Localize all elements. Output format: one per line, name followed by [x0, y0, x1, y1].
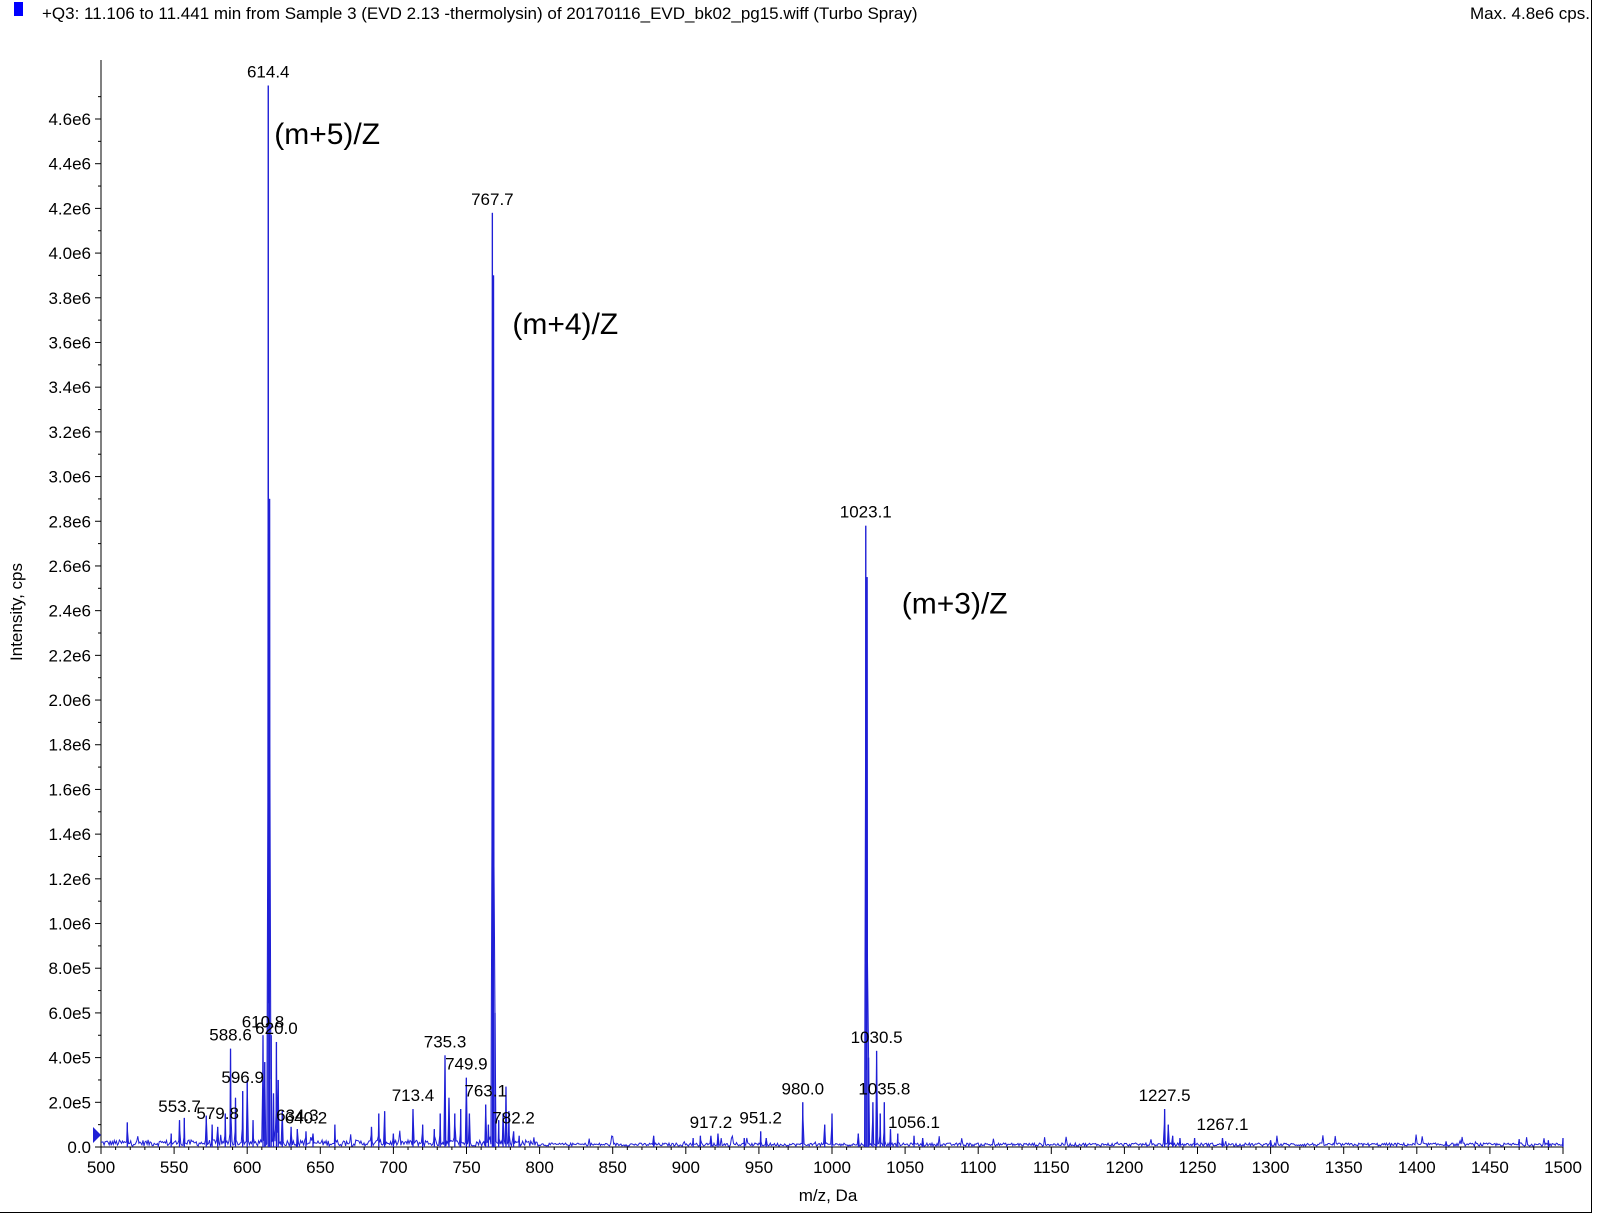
peak-label: 1035.8	[858, 1079, 910, 1098]
x-tick-label: 900	[672, 1158, 700, 1177]
x-tick-label: 550	[160, 1158, 188, 1177]
peak-label: 917.2	[690, 1113, 733, 1132]
peak-label: 620.0	[255, 1019, 298, 1038]
y-tick-label: 1.6e6	[48, 780, 91, 799]
x-tick-label: 1000	[813, 1158, 851, 1177]
peak-label: 1023.1	[840, 503, 892, 522]
y-tick-label: 4.0e6	[48, 244, 91, 263]
y-tick-label: 0.0	[67, 1138, 91, 1157]
origin-marker	[93, 1127, 101, 1143]
x-tick-label: 1150	[1033, 1158, 1070, 1177]
y-tick-label: 4.4e6	[48, 155, 91, 174]
x-tick-label: 800	[525, 1158, 553, 1177]
max-intensity-label: Max. 4.8e6 cps.	[1469, 4, 1590, 23]
spectrum-trace-layer	[100, 85, 1564, 1148]
x-tick-label: 1050	[886, 1158, 924, 1177]
axes-layer: 500 550 600 650 700 750 800 850 900 950 1000 1050 11…	[48, 60, 1582, 1177]
y-tick-label: 3.4e6	[48, 378, 91, 397]
y-tick-label: 2.2e6	[48, 646, 91, 665]
x-tick-label: 1500	[1544, 1158, 1582, 1177]
peak-label: 610.8	[242, 1012, 285, 1031]
y-tick-label: 2.0e5	[48, 1093, 91, 1112]
spectrum-trace	[100, 85, 1564, 1148]
y-tick-label: 4.2e6	[48, 199, 91, 218]
peak-label: 1227.5	[1139, 1086, 1191, 1105]
x-tick-label: 600	[233, 1158, 261, 1177]
x-tick-label: 1250	[1179, 1158, 1217, 1177]
peak-label: 763.1	[464, 1082, 507, 1101]
y-tick-label: 2.0e6	[48, 691, 91, 710]
peak-label: 553.7	[158, 1097, 201, 1116]
y-tick-label: 4.0e5	[48, 1049, 91, 1068]
y-tick-label: 3.2e6	[48, 423, 91, 442]
peak-label: 735.3	[424, 1032, 467, 1051]
y-tick-label: 1.2e6	[48, 870, 91, 889]
x-tick-label: 1350	[1325, 1158, 1363, 1177]
x-tick-label: 1300	[1252, 1158, 1290, 1177]
y-tick-label: 3.8e6	[48, 289, 91, 308]
x-tick-label: 1400	[1398, 1158, 1436, 1177]
peak-label: 1030.5	[851, 1028, 903, 1047]
y-tick-label: 3.6e6	[48, 333, 91, 352]
peak-label: 579.8	[196, 1104, 239, 1123]
x-tick-label: 500	[87, 1158, 115, 1177]
charge-state-annotation: (m+3)/Z	[902, 587, 1008, 620]
x-axis-label: m/z, Da	[799, 1186, 858, 1205]
y-tick-label: 2.4e6	[48, 602, 91, 621]
peak-label: 713.4	[392, 1086, 435, 1105]
y-tick-label: 6.0e5	[48, 1004, 91, 1023]
x-tick-label: 850	[599, 1158, 627, 1177]
x-tick-label: 1450	[1471, 1158, 1509, 1177]
peak-label: 596.9	[221, 1068, 264, 1087]
x-tick-label: 700	[379, 1158, 407, 1177]
x-tick-label: 1200	[1105, 1158, 1143, 1177]
charge-state-annotation: (m+4)/Z	[512, 308, 618, 341]
y-tick-label: 2.8e6	[48, 512, 91, 531]
y-tick-label: 1.0e6	[48, 915, 91, 934]
charge-state-annotation: (m+5)/Z	[274, 118, 380, 151]
x-tick-label: 950	[745, 1158, 773, 1177]
peak-label: 640.2	[285, 1108, 328, 1127]
y-tick-label: 4.6e6	[48, 110, 91, 129]
y-tick-label: 8.0e5	[48, 959, 91, 978]
spectrum-title: +Q3: 11.106 to 11.441 min from Sample 3 …	[42, 4, 918, 23]
peak-label: 634.3	[276, 1106, 319, 1125]
peak-label: 951.2	[739, 1108, 782, 1127]
x-tick-label: 1100	[960, 1158, 997, 1177]
x-tick-label: 650	[306, 1158, 334, 1177]
peak-label: 1267.1	[1197, 1115, 1249, 1134]
y-axis-label: Intensity, cps	[7, 563, 26, 661]
peak-label: 749.9	[445, 1055, 488, 1074]
peak-label: 588.6	[209, 1026, 252, 1045]
peak-label: 980.0	[781, 1079, 824, 1098]
peak-label: 782.2	[492, 1108, 535, 1127]
y-tick-label: 1.4e6	[48, 825, 91, 844]
y-tick-label: 2.6e6	[48, 557, 91, 576]
peak-label: 1056.1	[888, 1113, 940, 1132]
trace-color-swatch	[14, 2, 23, 16]
peak-label: 614.4	[247, 62, 290, 81]
y-tick-label: 3.0e6	[48, 468, 91, 487]
peak-label: 767.7	[471, 190, 514, 209]
x-tick-label: 750	[452, 1158, 480, 1177]
y-tick-label: 1.8e6	[48, 736, 91, 755]
